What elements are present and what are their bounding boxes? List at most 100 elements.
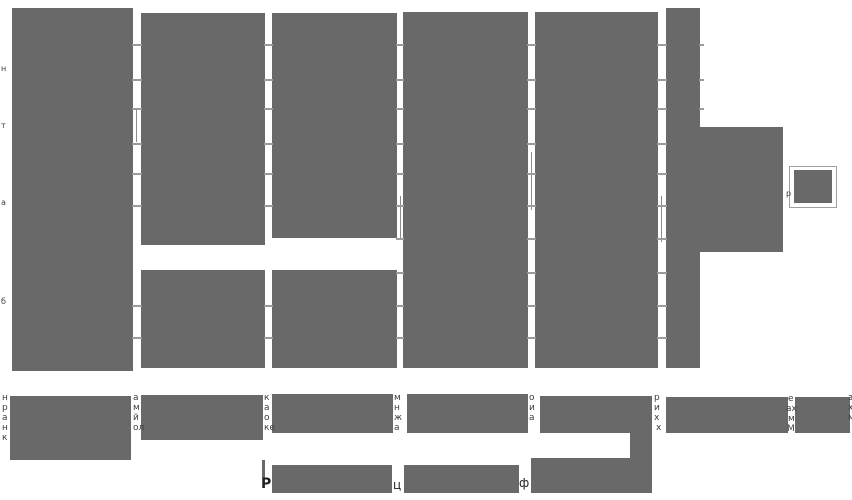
text-fragment: б — [1, 297, 6, 306]
row-divider — [527, 79, 536, 81]
redacted-block — [666, 8, 700, 368]
text-fragment: ф — [519, 476, 530, 490]
row-divider — [132, 205, 142, 207]
text-fragment: н — [394, 403, 400, 413]
text-fragment: а — [133, 393, 139, 403]
redacted-block — [141, 13, 265, 245]
text-fragment: а — [394, 423, 400, 433]
text-fragment: р — [654, 393, 660, 403]
row-divider — [396, 173, 404, 175]
row-divider — [657, 108, 667, 110]
text-fragment: р — [2, 403, 8, 413]
row-divider — [396, 143, 404, 145]
text-fragment: х — [848, 403, 852, 413]
popup-redacted-block — [794, 170, 832, 203]
row-divider — [264, 79, 273, 81]
redacted-block — [531, 458, 652, 493]
row-divider — [264, 108, 273, 110]
redacted-block — [700, 127, 783, 252]
text-fragment: з — [848, 393, 852, 403]
row-divider — [527, 44, 536, 46]
text-fragment: х — [654, 413, 660, 423]
row-divider — [527, 238, 536, 240]
text-fragment: р — [786, 189, 792, 198]
row-divider — [396, 108, 404, 110]
text-fragment: о — [264, 413, 270, 423]
row-divider — [699, 79, 704, 81]
row-divider — [657, 44, 667, 46]
cell-border-line — [400, 196, 401, 238]
cell-border-line — [661, 196, 662, 242]
row-divider — [527, 305, 536, 307]
text-fragment: ах — [786, 404, 797, 414]
redacted-block — [141, 270, 265, 368]
row-divider — [132, 337, 142, 339]
row-divider — [699, 44, 704, 46]
row-divider — [657, 337, 667, 339]
row-divider — [264, 205, 273, 207]
row-divider — [132, 108, 142, 110]
text-fragment: ц — [393, 478, 402, 492]
text-fragment: ж — [394, 413, 403, 423]
text-fragment: н — [2, 393, 8, 403]
row-divider — [657, 79, 667, 81]
redacted-block — [630, 433, 652, 460]
row-divider — [264, 337, 273, 339]
row-divider — [396, 238, 404, 240]
text-fragment: н — [1, 64, 7, 73]
row-divider — [396, 205, 404, 207]
row-divider — [396, 79, 404, 81]
text-fragment: н — [2, 423, 8, 433]
redacted-sliver — [262, 460, 265, 478]
text-fragment: м — [848, 413, 852, 423]
row-divider — [396, 305, 404, 307]
row-divider — [264, 143, 273, 145]
row-divider — [657, 173, 667, 175]
row-divider — [396, 337, 404, 339]
text-fragment: й — [133, 413, 139, 423]
redacted-block — [272, 13, 397, 238]
row-divider — [396, 44, 404, 46]
text-fragment: т — [1, 121, 6, 130]
redacted-block — [272, 465, 392, 493]
row-divider — [527, 272, 536, 274]
text-fragment: и — [529, 403, 535, 413]
row-divider — [527, 173, 536, 175]
row-divider — [527, 143, 536, 145]
text-fragment: а — [1, 198, 6, 207]
row-divider — [527, 337, 536, 339]
text-fragment: ке — [264, 423, 275, 433]
row-divider — [699, 108, 704, 110]
redacted-block — [540, 396, 652, 433]
row-divider — [132, 143, 142, 145]
text-fragment: м — [133, 403, 140, 413]
row-divider — [657, 238, 667, 240]
text-fragment: ол — [133, 423, 145, 433]
text-fragment: к — [2, 433, 8, 443]
redacted-block — [403, 12, 528, 368]
row-divider — [132, 79, 142, 81]
row-divider — [132, 305, 142, 307]
text-fragment: а — [264, 403, 270, 413]
text-fragment: о — [529, 393, 535, 403]
row-divider — [657, 272, 667, 274]
row-divider — [527, 205, 536, 207]
cell-border-line — [136, 110, 137, 142]
text-fragment: м — [788, 414, 795, 424]
row-divider — [527, 108, 536, 110]
row-divider — [657, 143, 667, 145]
redacted-block — [141, 395, 263, 440]
text-fragment: Р — [261, 476, 272, 492]
text-fragment: а — [529, 413, 535, 423]
redacted-block — [407, 394, 528, 433]
redacted-block — [12, 8, 133, 371]
row-divider — [657, 305, 667, 307]
redacted-block — [535, 12, 658, 368]
redacted-block — [795, 397, 850, 433]
row-divider — [132, 44, 142, 46]
text-fragment: х — [656, 423, 662, 433]
text-fragment: М — [787, 424, 795, 434]
row-divider — [264, 44, 273, 46]
row-divider — [132, 173, 142, 175]
